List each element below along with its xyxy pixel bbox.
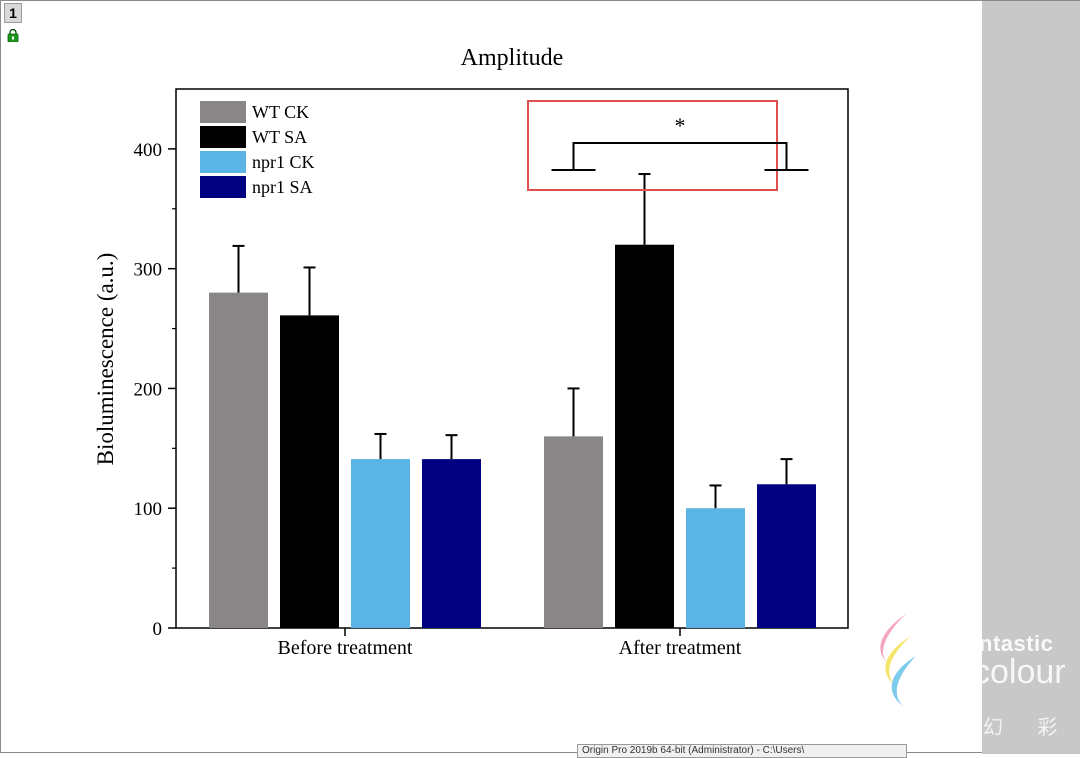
highlight-box [527, 100, 778, 191]
bar-npr1-sa-after [757, 484, 816, 628]
legend-swatch [200, 126, 246, 148]
significance-star: * [675, 113, 686, 138]
legend-swatch [200, 176, 246, 198]
right-margin [982, 1, 1080, 754]
y-tick-label: 100 [134, 499, 163, 520]
bar-wt-ck-after [544, 436, 603, 628]
y-tick-label: 400 [134, 140, 163, 161]
watermark-line1: ntastic [979, 631, 1054, 656]
legend-label: WT CK [252, 102, 309, 122]
bar-npr1-ck-after [686, 508, 745, 628]
y-tick-label: 0 [153, 619, 163, 640]
bar-wt-sa-before [280, 315, 339, 628]
chart-title: Amplitude [461, 45, 564, 71]
plot-frame [175, 88, 849, 629]
bar-chart: Amplitude Bioluminescence (a.u.) 0 100 200… [93, 45, 849, 659]
x-tick-label: Before treatment [278, 637, 413, 659]
x-tick-label: After treatment [619, 637, 742, 659]
legend-label: npr1 CK [252, 152, 315, 172]
bar-npr1-sa-before [422, 459, 481, 628]
significance-bracket [572, 142, 788, 170]
bar-wt-ck-before [209, 292, 268, 628]
y-axis-label: Bioluminescence (a.u.) [93, 253, 118, 466]
legend-label: npr1 SA [252, 177, 313, 197]
y-tick-label: 300 [134, 260, 163, 281]
status-strip: Origin Pro 2019b 64-bit (Administrator) … [577, 744, 907, 758]
watermark: ntastic colour 幻 彩 [861, 601, 1080, 751]
flame-logo-icon [880, 614, 916, 706]
legend-label: WT SA [252, 127, 307, 147]
y-tick-label: 200 [134, 379, 163, 400]
bar-wt-sa-after [615, 244, 674, 628]
page-number-badge[interactable]: 1 [4, 3, 22, 23]
watermark-line2: colour [973, 653, 1066, 691]
lock-icon[interactable] [7, 29, 19, 42]
watermark-line3: 幻 彩 [983, 715, 1072, 739]
legend-swatch [200, 151, 246, 173]
legend-swatch [200, 101, 246, 123]
bar-npr1-ck-before [351, 459, 410, 628]
